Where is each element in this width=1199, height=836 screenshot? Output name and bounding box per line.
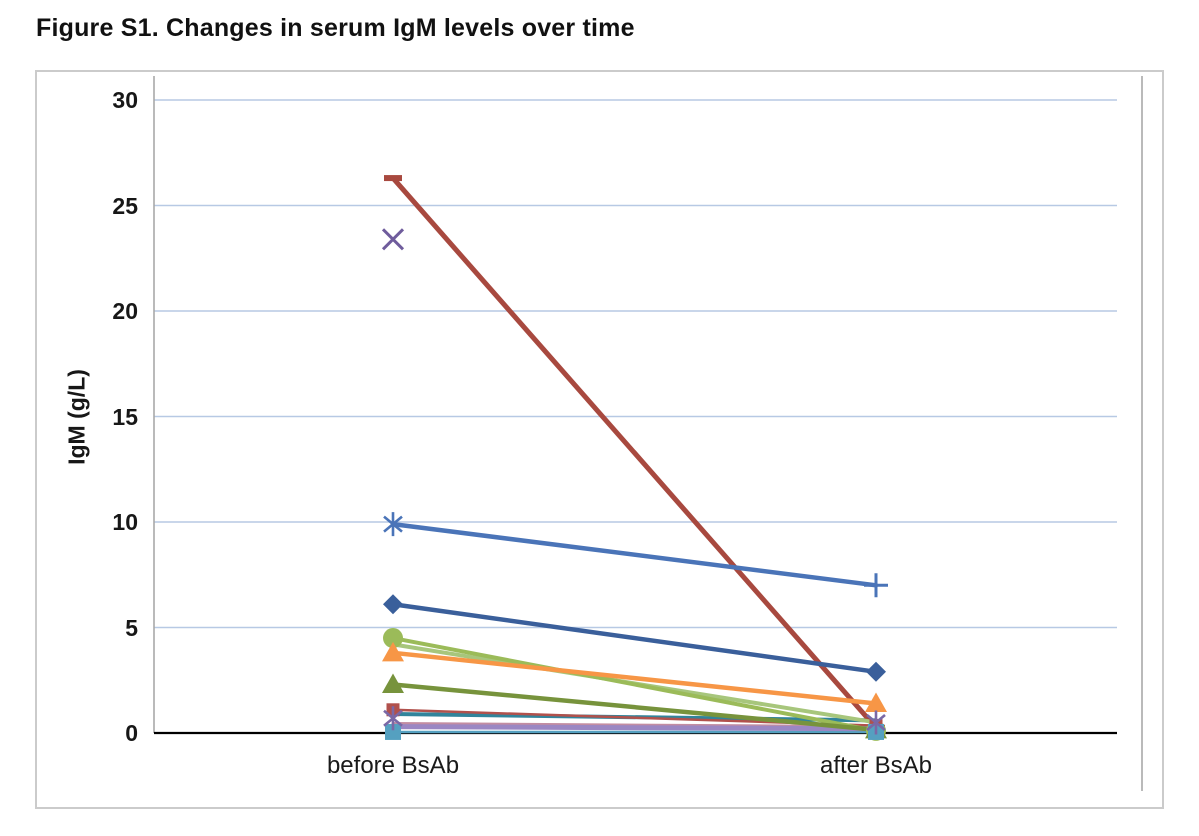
patient-03-marker-before bbox=[383, 512, 403, 537]
y-tick-label-10: 10 bbox=[112, 509, 138, 535]
patient-03-marker-after bbox=[864, 573, 888, 598]
y-tick-label-5: 5 bbox=[125, 614, 138, 641]
chart-area bbox=[35, 70, 1164, 809]
y-tick-label-0: 0 bbox=[125, 720, 138, 746]
patient-01-marker-before bbox=[384, 175, 402, 182]
x-label-after-bsab: after BsAb bbox=[819, 752, 933, 779]
patient-03-line bbox=[390, 521, 879, 588]
patient-11-marker-after bbox=[866, 710, 886, 735]
patient-07-marker-after bbox=[865, 692, 887, 712]
patient-02-marker-before bbox=[381, 228, 405, 251]
x-label-before-bsab: before BsAb bbox=[326, 752, 460, 779]
patient-07-marker-before bbox=[382, 641, 404, 662]
patient-05-marker-before bbox=[383, 628, 403, 649]
y-tick-label-30: 30 bbox=[112, 87, 138, 113]
patient-05-line bbox=[391, 636, 878, 733]
patient-04-line bbox=[390, 602, 879, 675]
patient-08-line bbox=[390, 682, 879, 733]
patient-14-marker-before bbox=[385, 723, 401, 740]
patient-01-line bbox=[390, 175, 879, 731]
y-tick-label-15: 15 bbox=[112, 403, 138, 430]
patient-04-marker-before bbox=[383, 594, 403, 615]
patient-04-marker-after bbox=[866, 661, 886, 682]
patient-11-marker-before bbox=[383, 706, 403, 731]
y-tick-label-25: 25 bbox=[112, 192, 138, 219]
y-tick-label-20: 20 bbox=[112, 298, 138, 324]
patient-13-line bbox=[390, 724, 879, 732]
figure-title: Figure S1. Changes in serum IgM levels o… bbox=[36, 14, 635, 42]
patient-07-line bbox=[390, 650, 879, 706]
patient-08-marker-before bbox=[382, 673, 404, 693]
